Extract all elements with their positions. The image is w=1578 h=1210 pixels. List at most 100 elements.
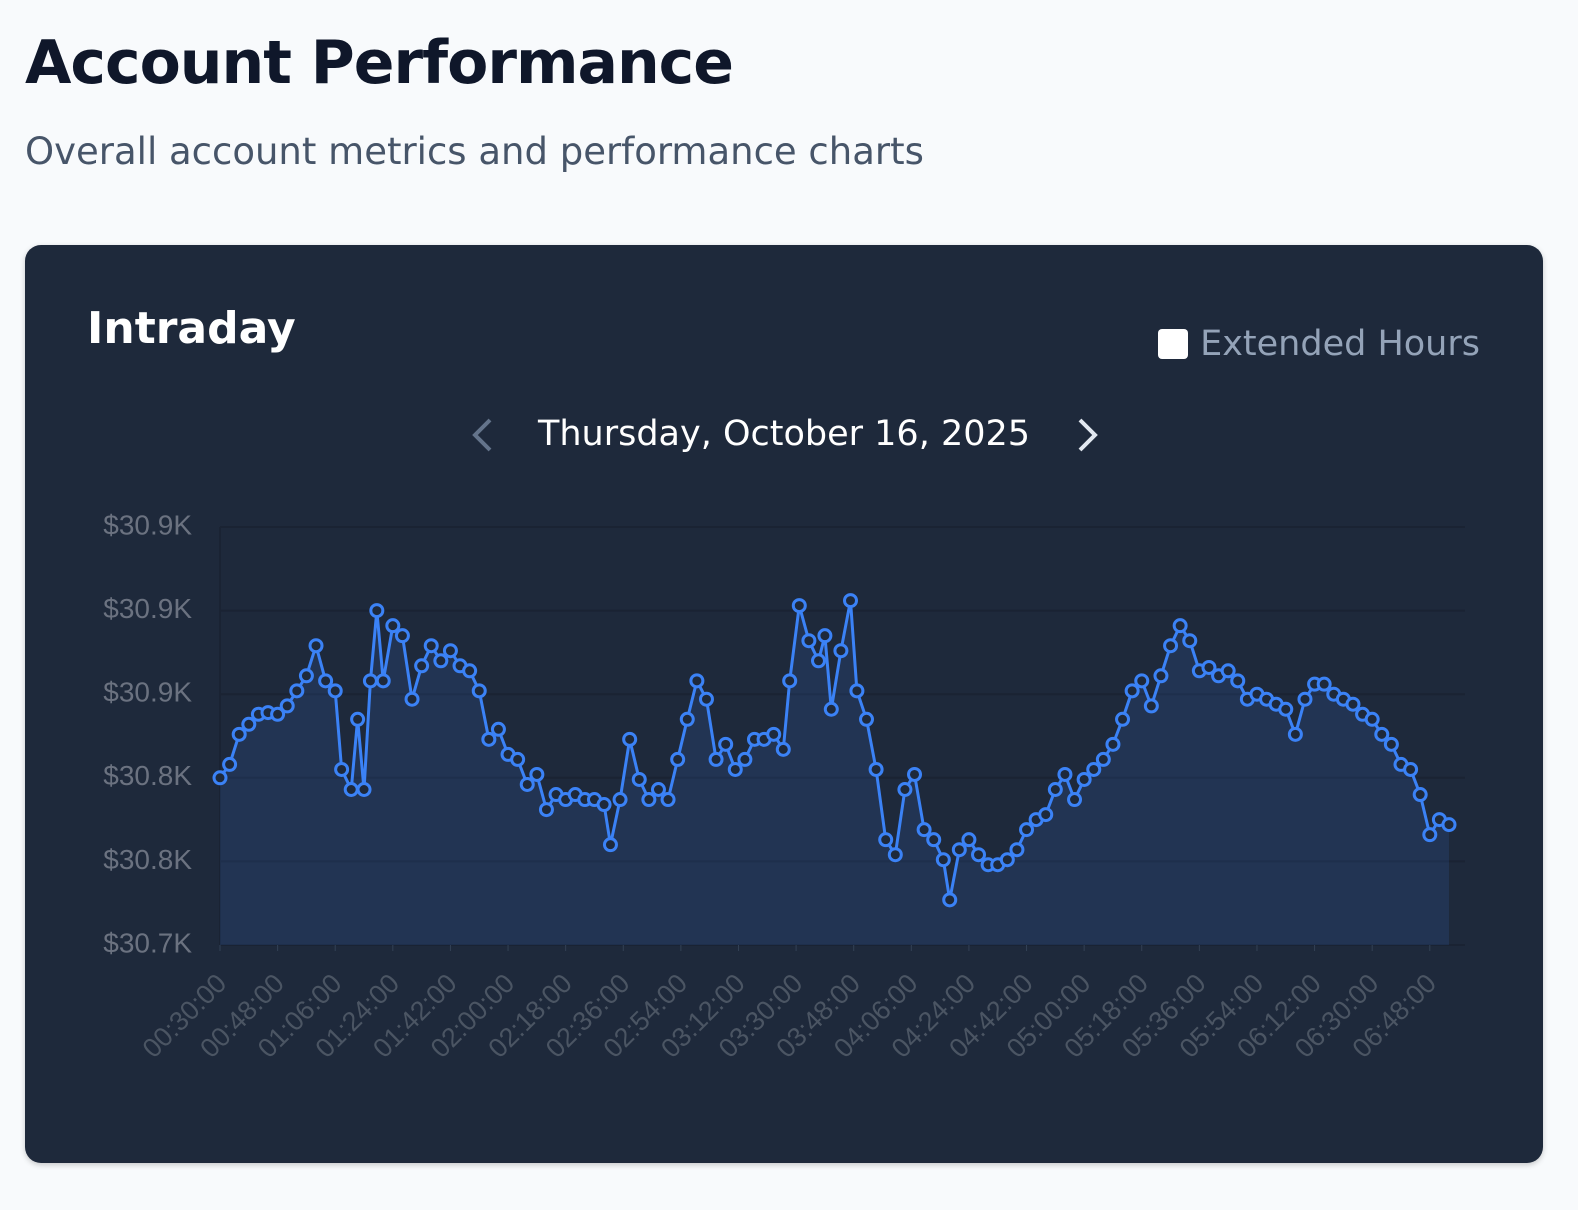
point: [689, 673, 705, 689]
point: [308, 638, 324, 654]
point: [631, 771, 647, 787]
intraday-card: Intraday Extended Hours Thursday, Octobe…: [25, 245, 1543, 1163]
point: [641, 792, 657, 808]
point: [1412, 787, 1428, 803]
point: [369, 603, 385, 619]
point: [471, 683, 487, 699]
point: [1201, 659, 1217, 675]
point: [519, 776, 535, 792]
point: [766, 726, 782, 742]
point: [1067, 792, 1083, 808]
point: [916, 822, 932, 838]
point: [859, 711, 875, 727]
point: [775, 741, 791, 757]
y-tick-label: $30.9K: [103, 593, 192, 624]
point: [510, 751, 526, 767]
point: [1403, 761, 1419, 777]
point: [782, 673, 798, 689]
next-day[interactable]: [1078, 418, 1098, 452]
point: [343, 782, 359, 798]
point: [849, 683, 865, 699]
point: [1143, 698, 1159, 714]
point: [1383, 736, 1399, 752]
point: [1115, 711, 1131, 727]
point: [801, 633, 817, 649]
y-tick-label: $30.9K: [103, 509, 192, 540]
point: [698, 691, 714, 707]
point: [231, 726, 247, 742]
point: [942, 892, 958, 908]
point: [887, 847, 903, 863]
point: [1374, 726, 1390, 742]
point: [1047, 782, 1063, 798]
point: [423, 638, 439, 654]
point: [490, 721, 506, 737]
checkbox[interactable]: [1158, 329, 1188, 359]
point: [385, 618, 401, 634]
point: [1019, 822, 1035, 838]
point: [971, 847, 987, 863]
point: [414, 658, 430, 674]
point: [1422, 827, 1438, 843]
point: [289, 683, 305, 699]
point: [660, 792, 676, 808]
point: [270, 706, 286, 722]
point: [868, 761, 884, 777]
point: [670, 751, 686, 767]
point: [907, 766, 923, 782]
page-subtitle: Overall account metrics and performance …: [25, 130, 924, 173]
point: [1287, 726, 1303, 742]
point: [394, 628, 410, 644]
point: [212, 770, 228, 786]
date-label: Thursday, October 16, 2025: [537, 414, 1030, 454]
point: [481, 731, 497, 747]
point: [737, 751, 753, 767]
point: [727, 761, 743, 777]
point: [961, 832, 977, 848]
prev-day[interactable]: [472, 418, 492, 452]
point: [327, 683, 343, 699]
point: [823, 701, 839, 717]
point: [1278, 701, 1294, 717]
point: [279, 698, 295, 714]
point: [897, 782, 913, 798]
point: [878, 832, 894, 848]
point: [951, 842, 967, 858]
chart: Intraday Extended Hours Thursday, Octobe…: [87, 303, 1480, 1064]
point: [1095, 751, 1111, 767]
point: [442, 643, 458, 659]
point: [1153, 668, 1169, 684]
y-tick-label: $30.7K: [103, 927, 192, 958]
point: [529, 766, 545, 782]
point: [843, 593, 859, 609]
point: [718, 736, 734, 752]
point: [596, 797, 612, 813]
point: [222, 756, 238, 772]
point: [935, 852, 951, 868]
point: [602, 837, 618, 853]
point: [810, 653, 826, 669]
point: [1076, 771, 1092, 787]
point: [926, 832, 942, 848]
point: [1364, 711, 1380, 727]
point: [1220, 663, 1236, 679]
point: [999, 852, 1015, 868]
point: [1345, 696, 1361, 712]
point: [791, 598, 807, 614]
point: [350, 711, 366, 727]
page-title: Account Performance: [25, 28, 734, 98]
point: [1441, 817, 1457, 833]
point: [1163, 638, 1179, 654]
checkbox-label[interactable]: Extended Hours: [1200, 324, 1480, 364]
point: [433, 653, 449, 669]
point: [1105, 736, 1121, 752]
y-tick-label: $30.8K: [103, 844, 192, 875]
point: [817, 628, 833, 644]
y-tick-label: $30.9K: [103, 677, 192, 708]
point: [404, 691, 420, 707]
point: [708, 751, 724, 767]
point: [1297, 691, 1313, 707]
point: [1172, 618, 1188, 634]
point: [1057, 766, 1073, 782]
point: [1182, 633, 1198, 649]
